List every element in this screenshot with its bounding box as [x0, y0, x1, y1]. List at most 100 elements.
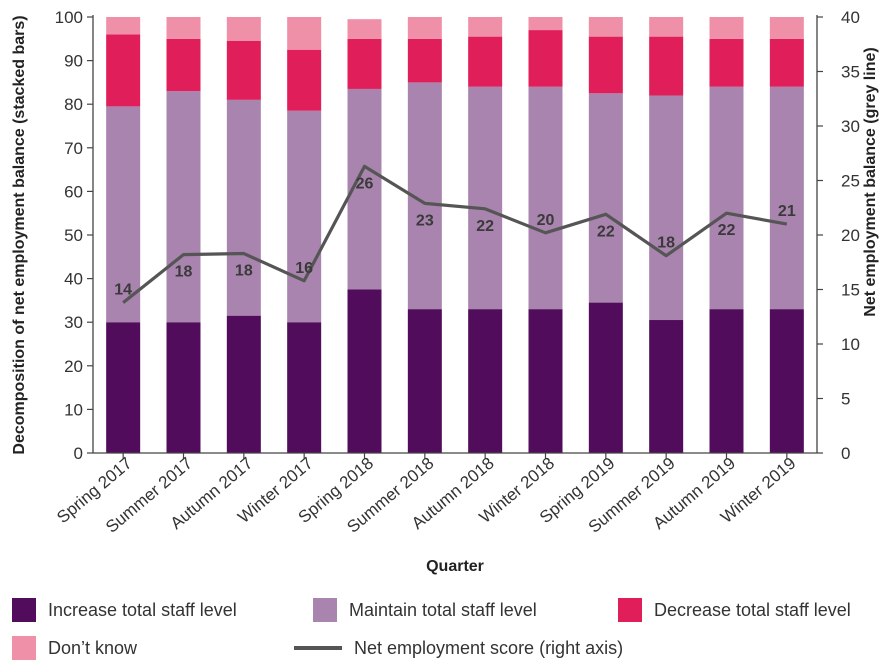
y2-tick-label-25: 25 — [841, 172, 860, 191]
net-score-label-6: 23 — [416, 212, 434, 229]
x-axis-title: Quarter — [426, 558, 484, 575]
bar-decrease-4 — [287, 49, 322, 111]
bar-increase-12 — [769, 309, 804, 453]
legend-label-maintain: Maintain total staff level — [349, 599, 537, 620]
bar-increase-2 — [166, 322, 201, 453]
y2-tick-label-0: 0 — [841, 444, 850, 463]
bar-dont-know-3 — [226, 17, 261, 41]
bar-dont-know-11 — [709, 17, 744, 39]
bar-increase-11 — [709, 309, 744, 453]
bar-maintain-3 — [226, 99, 261, 316]
bar-dont-know-8 — [528, 17, 563, 31]
legend-item-dont-know: Don’t know — [12, 634, 137, 662]
legend-swatch-maintain — [313, 598, 337, 622]
y2-tick-label-15: 15 — [841, 281, 860, 300]
bar-dont-know-5 — [347, 19, 382, 39]
bar-increase-5 — [347, 289, 382, 453]
y2-tick-label-20: 20 — [841, 226, 860, 245]
y-tick-label-70: 70 — [64, 139, 83, 158]
legend-item-decrease: Decrease total staff level — [618, 596, 851, 624]
net-score-label-7: 22 — [476, 218, 494, 235]
y2-tick-label-40: 40 — [841, 8, 860, 27]
bar-decrease-7 — [468, 36, 503, 87]
net-score-label-4: 16 — [295, 260, 313, 277]
y2-axis-title: Net employment balance (grey line) — [862, 47, 879, 316]
y-tick-label-0: 0 — [74, 444, 83, 463]
bar-increase-9 — [588, 302, 623, 453]
legend-item-increase: Increase total staff level — [12, 596, 237, 624]
bar-dont-know-1 — [106, 17, 141, 35]
bar-decrease-9 — [588, 36, 623, 94]
bar-increase-3 — [226, 315, 261, 453]
y-tick-label-40: 40 — [64, 270, 83, 289]
bar-maintain-12 — [769, 86, 804, 310]
bar-decrease-5 — [347, 38, 382, 89]
y2-tick-label-5: 5 — [841, 390, 850, 409]
legend-label-increase: Increase total staff level — [48, 599, 237, 620]
bar-maintain-10 — [649, 95, 684, 321]
net-score-label-5: 26 — [356, 175, 374, 192]
bar-maintain-9 — [588, 93, 623, 303]
bar-decrease-12 — [769, 38, 804, 87]
bar-increase-1 — [106, 322, 141, 453]
bar-decrease-11 — [709, 38, 744, 87]
net-score-label-9: 22 — [597, 223, 615, 240]
bar-maintain-4 — [287, 110, 322, 323]
legend-label-net-score: Net employment score (right axis) — [354, 637, 624, 658]
bar-dont-know-4 — [287, 17, 322, 50]
y-tick-label-90: 90 — [64, 52, 83, 71]
bar-increase-10 — [649, 320, 684, 453]
bar-decrease-1 — [106, 34, 141, 107]
net-score-label-12: 21 — [778, 203, 796, 220]
y-tick-label-30: 30 — [64, 313, 83, 332]
net-employment-line — [122, 164, 788, 304]
legend-label-dont-know: Don’t know — [48, 637, 138, 658]
legend-swatch-decrease — [618, 598, 642, 622]
bar-increase-7 — [468, 309, 503, 453]
bar-maintain-8 — [528, 86, 563, 310]
net-score-label-10: 18 — [657, 235, 675, 252]
legend-swatch-net-score — [294, 646, 342, 650]
net-score-label-11: 22 — [718, 222, 736, 239]
y-tick-label-100: 100 — [55, 8, 83, 27]
y-tick-label-50: 50 — [64, 226, 83, 245]
net-score-label-2: 18 — [175, 264, 193, 281]
y2-tick-label-35: 35 — [841, 63, 860, 82]
legend-item-net-score: Net employment score (right axis) — [294, 634, 623, 662]
bar-decrease-10 — [649, 36, 684, 96]
y-tick-label-60: 60 — [64, 182, 83, 201]
bar-decrease-6 — [407, 38, 442, 83]
bar-maintain-2 — [166, 91, 201, 323]
bar-maintain-7 — [468, 86, 503, 310]
bar-increase-4 — [287, 322, 322, 453]
net-score-label-1: 14 — [114, 282, 132, 299]
y-axis-title: Decomposition of net employment balance … — [11, 15, 28, 454]
bar-decrease-8 — [528, 30, 563, 87]
legend: Increase total staff level Maintain tota… — [12, 596, 882, 662]
bar-decrease-2 — [166, 38, 201, 92]
legend-item-maintain: Maintain total staff level — [313, 596, 537, 624]
line-layer: 14 18 18 16 26 23 22 20 22 18 22 21 — [114, 164, 796, 304]
bar-increase-8 — [528, 309, 563, 453]
legend-label-decrease: Decrease total staff level — [654, 599, 851, 620]
y-tick-label-10: 10 — [64, 400, 83, 419]
legend-swatch-increase — [12, 598, 36, 622]
bar-maintain-11 — [709, 86, 744, 310]
bar-increase-6 — [407, 309, 442, 453]
bar-maintain-1 — [106, 106, 141, 323]
y-tick-label-20: 20 — [64, 357, 83, 376]
net-score-label-3: 18 — [235, 263, 253, 280]
net-score-label-8: 20 — [537, 212, 555, 229]
bar-dont-know-7 — [468, 17, 503, 37]
legend-swatch-dont-know — [12, 636, 36, 660]
bar-dont-know-10 — [649, 17, 684, 37]
bar-dont-know-12 — [769, 17, 804, 39]
bars-layer — [106, 17, 804, 453]
bar-dont-know-6 — [407, 17, 442, 39]
bar-dont-know-9 — [588, 17, 623, 37]
y-tick-label-80: 80 — [64, 95, 83, 114]
bar-decrease-3 — [226, 40, 261, 100]
y2-tick-label-30: 30 — [841, 117, 860, 136]
y2-tick-label-10: 10 — [841, 335, 860, 354]
